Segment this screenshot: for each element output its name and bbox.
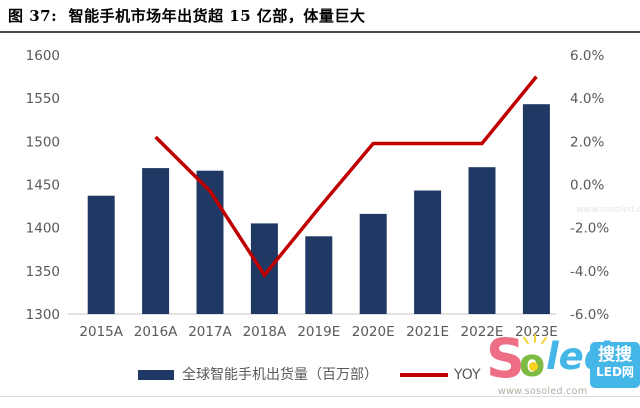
left-axis-tick-label: 1300 — [26, 307, 60, 323]
legend-label-shipments: 全球智能手机出货量（百万部） — [182, 367, 378, 383]
right-axis-tick-label: 4.0% — [570, 91, 604, 107]
right-axis-tick-label: -6.0% — [570, 307, 609, 323]
x-axis-category-label: 2019E — [297, 324, 340, 340]
bar-2022E — [468, 167, 496, 314]
left-axis-tick-label: 1550 — [26, 91, 60, 107]
x-axis-category-label: 2015A — [79, 324, 123, 340]
badge-text-sousou: 搜搜 — [598, 345, 632, 365]
yoy-line — [154, 75, 538, 279]
legend-label-yoy: YOY — [454, 367, 481, 383]
x-axis-category-label: 2023E — [515, 324, 558, 340]
logo-letter-s: S — [486, 327, 525, 390]
bar-2015A — [87, 195, 115, 314]
bar-series-swatch-icon — [138, 370, 174, 380]
bar-2017A — [196, 170, 224, 314]
line-series-swatch-icon — [400, 373, 448, 377]
figure-header: 图 37: 智能手机市场年出货超 15 亿部，体量巨大 — [0, 0, 640, 33]
logo-rays-icon — [522, 334, 554, 346]
logo-bulb-icon — [529, 362, 538, 371]
bar-2023E — [522, 104, 550, 314]
left-axis-tick-label: 1500 — [26, 134, 60, 150]
x-axis-category-label: 2022E — [461, 324, 504, 340]
right-axis-tick-label: -2.0% — [570, 221, 609, 237]
bar-2021E — [414, 190, 442, 314]
left-axis-tick-label: 1350 — [26, 264, 60, 280]
x-axis-category-label: 2018A — [243, 324, 287, 340]
x-axis-category-label: 2021E — [406, 324, 449, 340]
right-axis-tick-label: 0.0% — [570, 178, 604, 194]
left-axis-tick-label: 1450 — [26, 178, 60, 194]
bar-2016A — [142, 168, 170, 314]
badge-text-ledwang: LED网 — [596, 365, 634, 379]
watermark-url: www.sosoled.com — [498, 386, 588, 397]
left-axis-tick-label: 1600 — [26, 48, 60, 64]
faint-watermark-url: www.sosoled.com — [576, 205, 640, 215]
figure-title: 图 37: 智能手机市场年出货超 15 亿部，体量巨大 — [8, 7, 366, 25]
x-axis-category-label: 2020E — [352, 324, 395, 340]
legend-item-shipments: 全球智能手机出货量（百万部） — [138, 366, 378, 384]
bar-2018A — [250, 223, 278, 314]
x-axis-category-label: 2017A — [188, 324, 232, 340]
bottom-divider — [0, 396, 640, 397]
bar-2020E — [359, 213, 387, 314]
right-axis-tick-label: 2.0% — [570, 134, 604, 150]
right-axis-tick-label: 6.0% — [570, 48, 604, 64]
left-axis-tick-label: 1400 — [26, 221, 60, 237]
bar-2019E — [305, 236, 333, 314]
sosoled-badge: 搜搜 LED网 — [590, 342, 640, 388]
sosoled-watermark-logo: S o led 搜搜 LED网 www.sosoled.com — [486, 332, 640, 404]
right-axis-tick-label: -4.0% — [570, 264, 609, 280]
legend-item-yoy: YOY — [400, 366, 481, 384]
x-axis-category-label: 2016A — [134, 324, 178, 340]
